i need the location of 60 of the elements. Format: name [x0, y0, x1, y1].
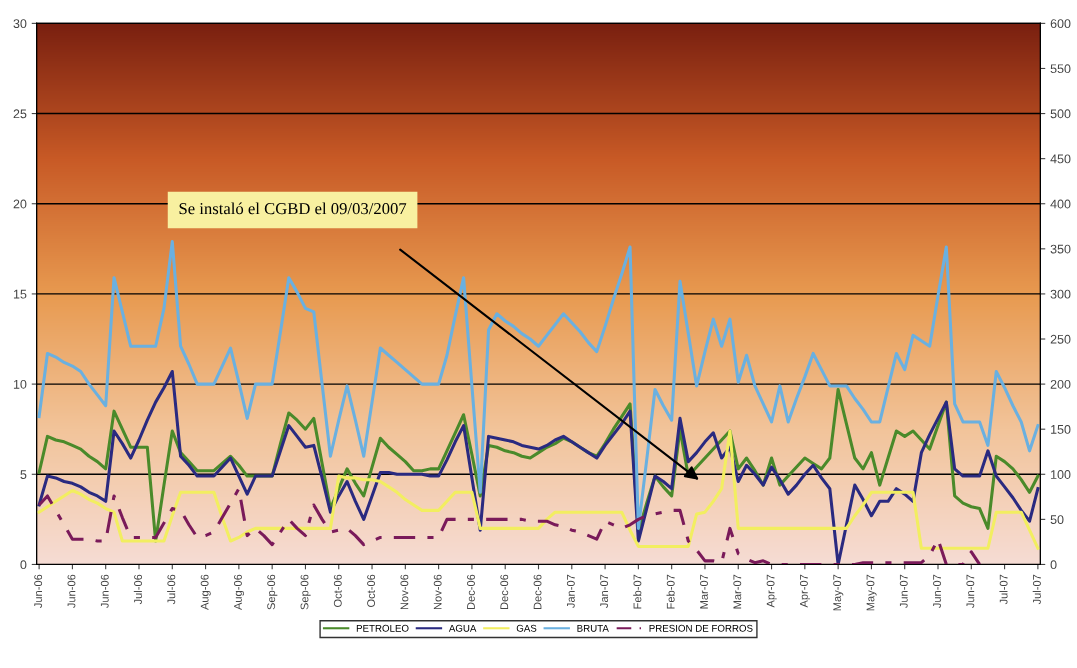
- line-series: [37, 487, 982, 565]
- x-tick-label: Feb-07: [666, 574, 675, 609]
- x-tick-label: Sep-06: [267, 574, 278, 610]
- legend-label: PRESION DE FORROS: [649, 624, 753, 632]
- x-tick-label: Jul-07: [1032, 574, 1041, 605]
- y2-tick-label: 600: [1050, 19, 1071, 29]
- line-series: [37, 240, 1040, 530]
- x-tick-label: Dec-06: [500, 574, 509, 610]
- x-tick-label: Mar-07: [733, 574, 742, 609]
- y-tick-label: 10: [13, 379, 27, 389]
- x-tick-label: Nov-06: [433, 574, 442, 610]
- legend-label: AGUA: [448, 624, 477, 632]
- x-tick-label: Oct-06: [367, 574, 376, 607]
- legend-label: PETROLEO: [356, 624, 409, 632]
- y-tick-label: 15: [13, 289, 27, 299]
- x-tick-label: Jul-07: [999, 574, 1008, 605]
- y-tick-label: 25: [13, 109, 27, 119]
- y2-tick-label: 300: [1050, 289, 1071, 299]
- x-tick-label: Dec-06: [533, 574, 542, 610]
- x-tick-label: Jul-06: [167, 574, 176, 605]
- y2-tick-label: 350: [1050, 244, 1071, 254]
- y2-tick-label: 250: [1050, 334, 1071, 344]
- x-tick-label: May-07: [833, 574, 844, 611]
- x-tick-label: Jun-07: [966, 574, 975, 608]
- x-tick-label: Jun-07: [933, 574, 941, 608]
- x-tick-label: Jul-06: [133, 574, 142, 605]
- y2-tick-label: 50: [1050, 515, 1064, 525]
- x-tick-label: Apr-07: [766, 574, 777, 608]
- x-tick-label: Jun-06: [34, 574, 43, 608]
- x-tick-label: Sep-06: [300, 574, 311, 610]
- x-tick-label: Jun-06: [100, 574, 109, 608]
- x-tick-label: Oct-06: [333, 574, 342, 607]
- x-tick-label: Jun-07: [899, 574, 908, 608]
- y2-tick-label: 200: [1050, 379, 1071, 389]
- x-tick-label: Nov-06: [400, 574, 409, 610]
- y-tick-label: 0: [20, 560, 27, 570]
- y2-tick-label: 500: [1050, 109, 1071, 119]
- x-tick-label: May-07: [866, 574, 877, 611]
- x-tick-label: Apr-07: [799, 574, 811, 608]
- annotation: Se instaló el CGBD el 09/03/2007: [179, 202, 407, 215]
- y2-tick-label: 450: [1050, 154, 1071, 164]
- y2-tick-label: 400: [1050, 199, 1071, 209]
- x-tick-label: Dec-06: [467, 574, 475, 610]
- legend-label: GAS: [516, 624, 537, 632]
- y-tick-label: 5: [20, 470, 27, 479]
- x-tick-label: Jun-06: [67, 574, 76, 608]
- y-tick-label: 20: [13, 199, 27, 209]
- line-series: [37, 429, 1040, 550]
- y-tick-label: 30: [13, 19, 27, 29]
- y2-tick-label: 150: [1051, 424, 1071, 434]
- x-tick-label: Aug-06: [200, 574, 211, 610]
- x-tick-label: Jan-07: [600, 574, 609, 608]
- x-tick-label: Aug-06: [233, 574, 245, 610]
- x-tick-label: Jan-07: [566, 574, 575, 608]
- y2-tick-label: 0: [1050, 560, 1057, 570]
- y2-tick-label: 100: [1051, 470, 1071, 479]
- x-tick-label: Mar-07: [700, 574, 708, 609]
- legend-label: BRUTA: [577, 624, 609, 632]
- y2-tick-label: 550: [1050, 64, 1071, 74]
- x-tick-label: Feb-07: [633, 574, 642, 609]
